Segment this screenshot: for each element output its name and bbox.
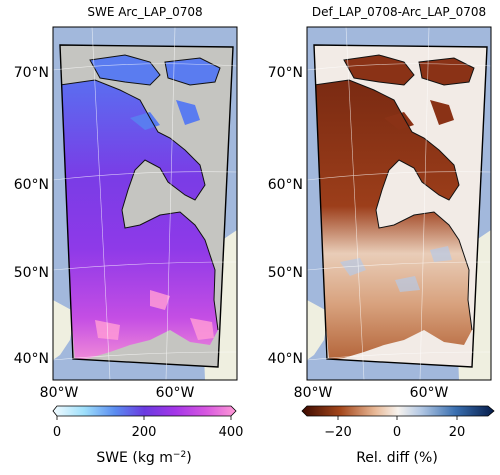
colorbar-tick: −20 — [324, 425, 351, 440]
axes-frame-right — [306, 26, 492, 381]
lat-label: 50°N — [268, 265, 303, 281]
coastline — [60, 54, 221, 331]
map-left — [53, 27, 237, 380]
lat-label: 40°N — [268, 351, 303, 367]
lon-label: 80°W — [294, 385, 333, 401]
panel-title-right: Def_LAP_0708-Arc_LAP_0708 — [312, 5, 486, 19]
colorbar-right: −20 0 20 Rel. diff (%) — [301, 405, 495, 466]
colorbar-bar — [301, 405, 495, 417]
colorbar-label: Rel. diff (%) — [356, 450, 438, 466]
colorbar-left: 0 200 400 SWE (kg m−2) — [52, 405, 244, 466]
diff-islands — [344, 55, 474, 130]
lon-label: 60°W — [156, 385, 195, 401]
colorbar-tick: 0 — [393, 425, 401, 440]
domain-border — [59, 44, 234, 368]
coastline — [314, 54, 475, 331]
diff-land — [314, 80, 472, 360]
lon-label: 80°W — [40, 385, 79, 401]
lat-label: 70°N — [14, 65, 49, 81]
swe-land — [60, 80, 218, 360]
domain-border — [313, 44, 488, 368]
colorbar-tick: 200 — [132, 425, 157, 440]
lat-label: 60°N — [268, 177, 303, 193]
lat-label: 50°N — [14, 265, 49, 281]
lat-label: 70°N — [268, 65, 303, 81]
colorbar-tick: 20 — [449, 425, 466, 440]
panel-title-left: SWE Arc_LAP_0708 — [87, 5, 202, 19]
colorbar-tick: 400 — [219, 425, 244, 440]
colorbar-bar — [52, 405, 237, 417]
graticule — [307, 27, 491, 380]
colorbar-label: SWE (kg m−2) — [96, 450, 191, 466]
graticule — [53, 27, 237, 380]
swe-islands — [90, 55, 220, 130]
diff-positive — [340, 246, 452, 292]
axes-frame-left — [52, 26, 238, 381]
map-right — [307, 27, 491, 380]
lon-label: 60°W — [410, 385, 449, 401]
lat-label: 40°N — [14, 351, 49, 367]
colorbar-tick: 0 — [53, 425, 61, 440]
lat-label: 60°N — [14, 177, 49, 193]
swe-high — [95, 290, 214, 340]
